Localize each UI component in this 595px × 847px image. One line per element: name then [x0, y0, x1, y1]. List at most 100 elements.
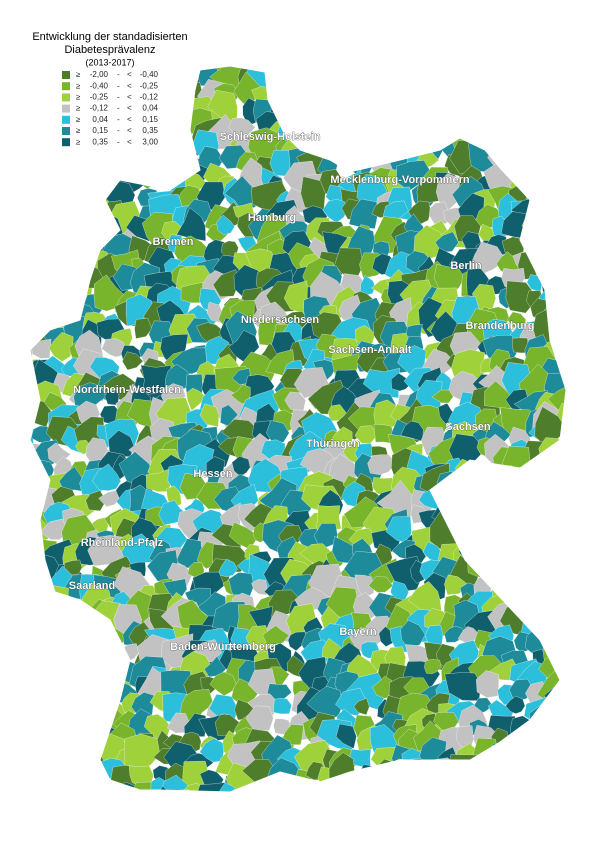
- district: [349, 95, 377, 133]
- district: [116, 154, 140, 176]
- district: [30, 780, 41, 792]
- district: [287, 631, 309, 651]
- district: [374, 801, 399, 825]
- district: [30, 339, 34, 363]
- district: [517, 136, 545, 162]
- title: Entwicklung der standadisierten: [32, 31, 187, 43]
- district: [557, 722, 566, 757]
- district: [55, 760, 71, 779]
- district: [245, 705, 274, 732]
- district: [83, 781, 111, 792]
- district: [457, 488, 493, 521]
- legend-dash: -: [117, 104, 120, 113]
- district: [340, 129, 363, 150]
- legend-from: -0,25: [90, 93, 109, 102]
- district: [49, 170, 87, 202]
- district: [444, 672, 482, 701]
- district: [30, 146, 40, 175]
- district: [266, 420, 290, 443]
- legend-from: -0,12: [90, 104, 109, 113]
- district: [97, 783, 117, 792]
- district: [551, 611, 566, 640]
- district: [498, 90, 533, 126]
- district: [470, 794, 488, 816]
- district: [382, 77, 421, 111]
- district: [534, 243, 566, 280]
- district: [30, 604, 38, 633]
- district: [30, 487, 44, 527]
- district: [30, 66, 55, 70]
- district: [528, 488, 550, 508]
- district: [505, 151, 528, 182]
- legend-swatch: [62, 82, 70, 91]
- district: [544, 145, 566, 168]
- district: [30, 760, 39, 788]
- district: [251, 579, 268, 596]
- legend-symbol: ≥: [76, 104, 81, 113]
- district: [561, 321, 566, 353]
- district: [30, 66, 39, 85]
- district: [310, 74, 348, 112]
- district: [515, 740, 547, 770]
- district: [30, 247, 54, 280]
- district: [300, 78, 335, 115]
- district: [453, 83, 479, 106]
- district: [67, 644, 90, 669]
- district: [38, 716, 84, 756]
- district: [432, 66, 455, 88]
- district: [387, 70, 409, 93]
- district: [30, 231, 54, 268]
- district: [516, 520, 548, 559]
- legend-swatch: [62, 104, 70, 113]
- district: [30, 234, 37, 267]
- district: [416, 89, 451, 125]
- district: [559, 352, 566, 378]
- district: [391, 372, 411, 392]
- district: [54, 610, 93, 642]
- district: [30, 280, 70, 316]
- district: [119, 799, 154, 827]
- district: [33, 116, 57, 143]
- legend-from: -0,40: [90, 81, 109, 90]
- district: [80, 783, 122, 792]
- district: [505, 66, 535, 77]
- district: [538, 799, 561, 821]
- district: [482, 766, 516, 792]
- district: [558, 579, 566, 601]
- district: [266, 791, 293, 792]
- district: [284, 795, 313, 825]
- district: [301, 102, 322, 128]
- district: [390, 124, 413, 142]
- district: [524, 182, 558, 215]
- state-label: Thüringen: [306, 438, 360, 450]
- district: [232, 795, 261, 829]
- district: [459, 66, 500, 90]
- state-label: Mecklenburg-Vorpommern: [330, 174, 469, 186]
- district: [539, 597, 559, 623]
- district: [498, 532, 517, 549]
- district: [30, 250, 40, 278]
- district: [56, 102, 85, 135]
- district: [288, 66, 312, 82]
- district: [30, 174, 55, 213]
- district: [471, 523, 494, 545]
- district: [538, 475, 560, 498]
- legend-dash: -: [117, 137, 120, 146]
- district: [540, 571, 566, 598]
- district: [30, 689, 42, 716]
- state-label: Sachsen: [445, 421, 491, 433]
- district: [363, 368, 400, 399]
- state-label: Brandenburg: [465, 320, 534, 332]
- district: [53, 751, 77, 773]
- district: [513, 142, 543, 178]
- legend-to: -0,25: [140, 81, 159, 90]
- district: [554, 778, 566, 792]
- district: [312, 359, 336, 384]
- state-label: Saarland: [69, 580, 115, 592]
- district: [326, 66, 349, 86]
- district: [30, 771, 58, 792]
- district: [246, 66, 273, 73]
- district: [556, 762, 566, 792]
